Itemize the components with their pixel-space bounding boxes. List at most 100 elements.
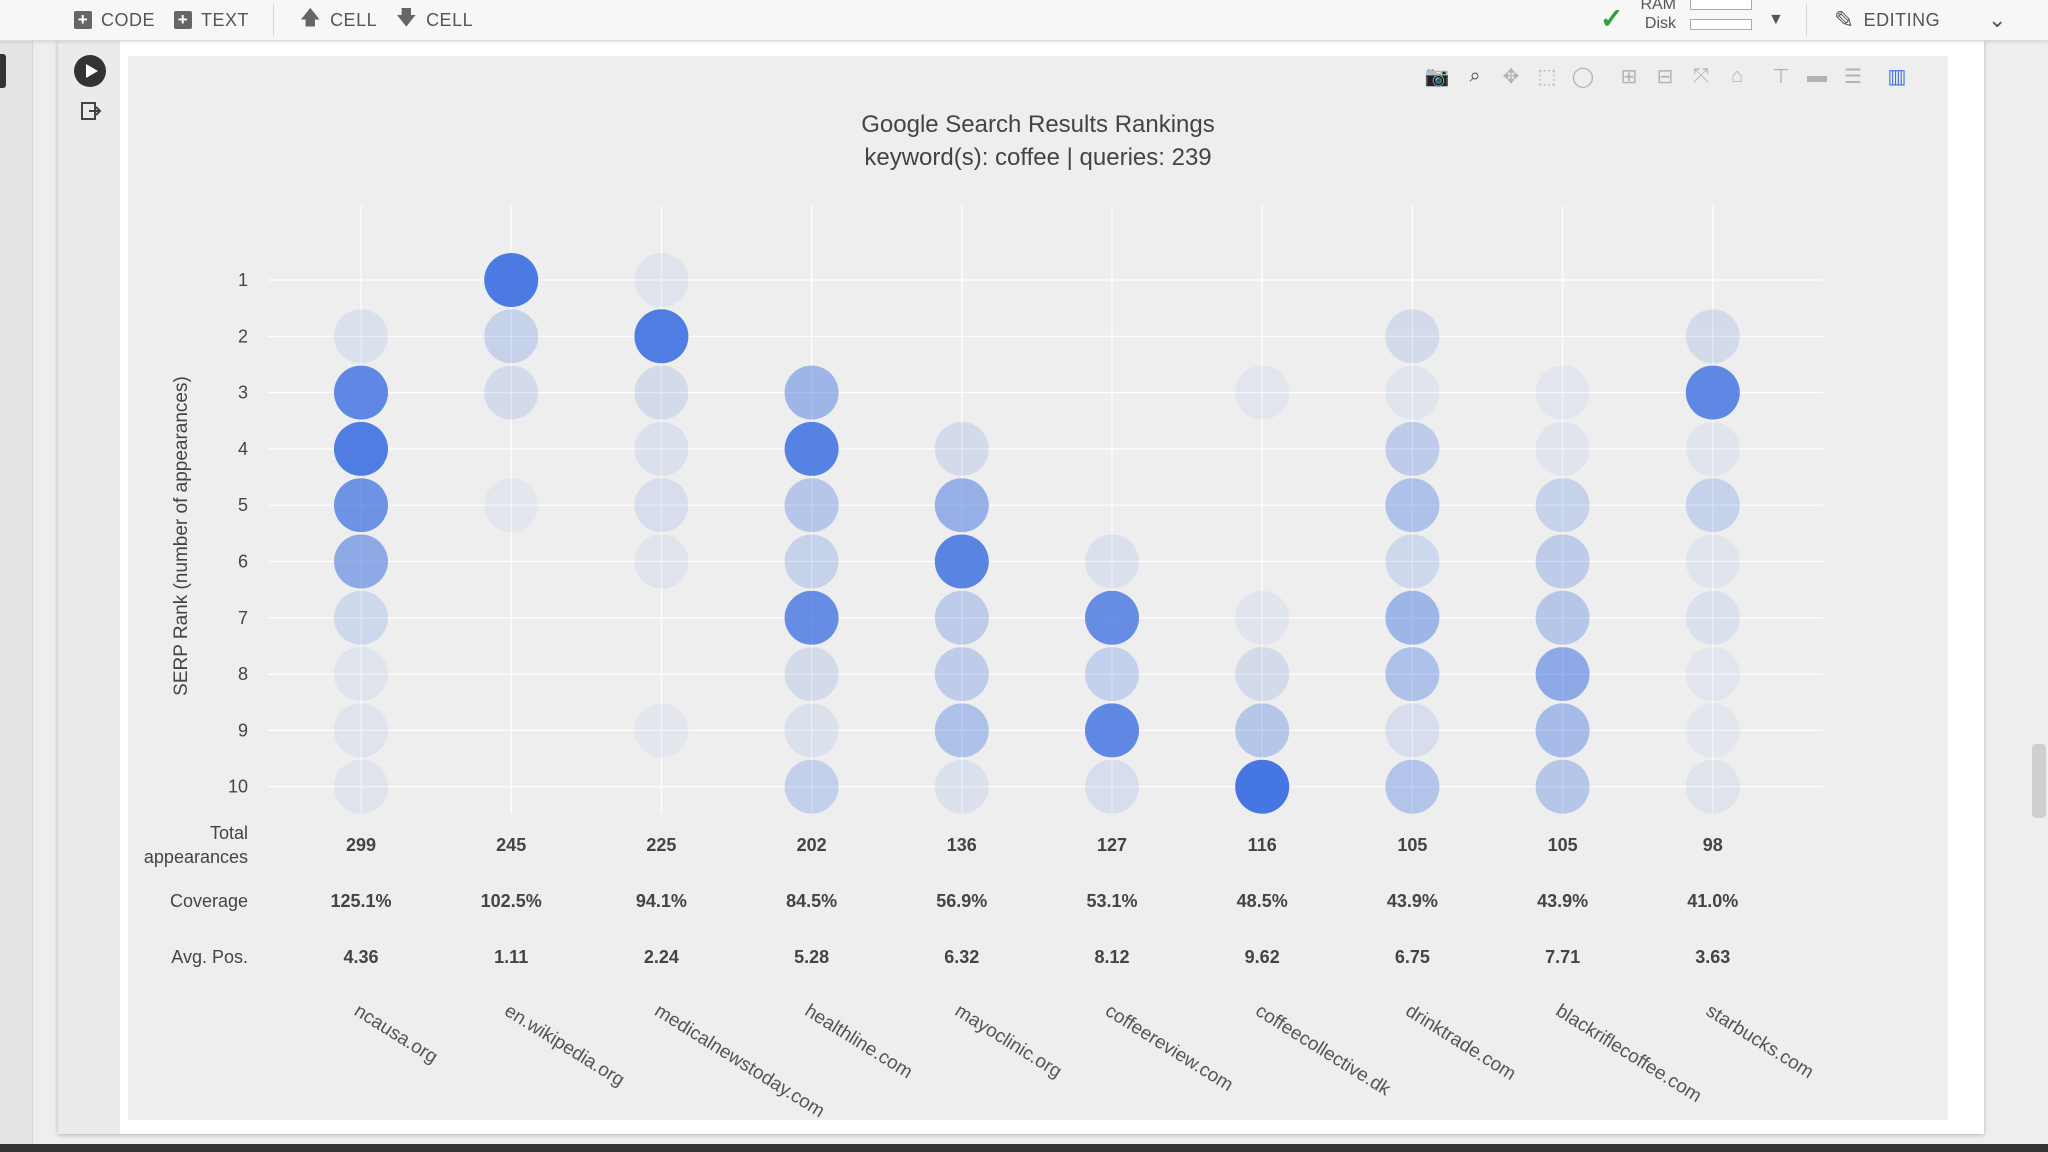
rank-bubble[interactable] [1535,534,1590,589]
rank-bubble[interactable] [1385,534,1440,589]
rank-bubble[interactable] [1685,534,1740,589]
rank-bubble[interactable] [784,703,839,758]
rank-bubble[interactable] [634,534,689,589]
rank-bubble[interactable] [1235,703,1290,758]
rank-bubble[interactable] [1235,647,1290,702]
rank-bubble[interactable] [1535,703,1590,758]
rank-bubble[interactable] [1385,478,1440,533]
rank-bubble[interactable] [334,590,388,645]
rank-bubble[interactable] [634,478,689,533]
output-menu-button[interactable] [80,100,102,122]
zoom-in-icon[interactable]: ⊞ [1620,65,1638,88]
pan-icon[interactable]: ✥ [1502,65,1520,88]
rank-bubble[interactable] [934,703,989,758]
rank-bubble[interactable] [784,759,839,814]
rank-bubble[interactable] [634,421,689,476]
autoscale-icon[interactable]: ⤧ [1693,64,1709,87]
rank-bubble[interactable] [1385,647,1440,702]
rank-bubble[interactable] [1385,703,1440,758]
rank-bubble[interactable] [934,478,989,533]
hover-compare-icon[interactable]: ☰ [1844,65,1862,88]
rank-bubble[interactable] [784,478,839,533]
rank-bubble[interactable] [784,365,839,420]
rank-bubble[interactable] [1535,365,1590,420]
rank-bubble[interactable] [334,759,388,814]
resource-monitor[interactable]: RAM Disk [1636,0,1786,36]
rank-bubble[interactable] [784,421,839,476]
resource-dropdown-button[interactable]: ▼ [1768,5,1784,35]
rank-bubble[interactable] [934,759,989,814]
rank-bubble[interactable] [334,534,388,589]
rank-bubble[interactable] [1235,759,1290,814]
lasso-icon[interactable]: ◯ [1571,65,1595,88]
plotly-logo-icon[interactable]: ▥ [1887,65,1907,88]
rank-bubble[interactable] [334,421,388,476]
rank-bubble[interactable] [634,309,689,364]
rank-bubble[interactable] [1685,590,1740,645]
rank-bubble[interactable] [1685,365,1740,420]
rank-bubble[interactable] [1535,759,1590,814]
rank-bubble[interactable] [1385,421,1440,476]
rank-bubble[interactable] [634,703,689,758]
camera-icon[interactable]: 📷 [1424,65,1450,88]
rank-bubble[interactable] [1085,534,1139,589]
rank-bubble[interactable] [1685,759,1740,814]
rank-bubble[interactable] [484,478,539,533]
rank-bubble[interactable] [934,590,989,645]
rank-bubble[interactable] [1685,309,1740,364]
rank-bubble[interactable] [484,253,539,307]
rank-bubble[interactable] [1385,590,1440,645]
rank-bubble[interactable] [784,590,839,645]
rank-bubble[interactable] [1535,478,1590,533]
plot-output[interactable]: Google Search Results Rankings keyword(s… [128,56,1948,1122]
rank-bubble[interactable] [634,365,689,420]
zoom-out-icon[interactable]: ⊟ [1656,65,1674,88]
spike-lines-icon[interactable]: ⊤ [1772,65,1790,88]
rank-bubble[interactable] [934,534,989,589]
zoom-icon[interactable]: ⌕ [1469,64,1481,87]
rank-bubble[interactable] [1535,647,1590,702]
rank-bubble[interactable] [1685,647,1740,702]
rank-bubble[interactable] [334,478,388,533]
rank-bubble[interactable] [1235,590,1290,645]
rank-bubble[interactable] [484,309,539,364]
y-tick-label: 8 [238,664,248,684]
box-select-icon[interactable]: ⬚ [1537,65,1557,88]
rank-bubble[interactable] [784,647,839,702]
rank-bubble[interactable] [484,365,539,420]
rank-bubble[interactable] [1085,647,1139,702]
rank-bubble[interactable] [334,647,388,702]
editing-mode-button[interactable]: ✎ EDITING [1834,5,1940,35]
rank-bubble[interactable] [1085,703,1139,758]
rank-bubble[interactable] [1535,421,1590,476]
rank-bubble[interactable] [634,253,689,307]
toolbar-collapse-button[interactable]: ⌄ [1988,5,2007,35]
move-cell-down-button[interactable]: 🡇 CELL [396,5,473,35]
move-cell-up-button[interactable]: 🡅 CELL [300,5,377,35]
rank-bubble[interactable] [1385,759,1440,814]
hover-closest-icon[interactable]: ▬ [1807,64,1827,87]
rank-bubble[interactable] [1085,590,1139,645]
page-scrollbar[interactable] [2032,744,2046,818]
add-text-button[interactable]: + TEXT [174,5,249,35]
serp-rank-chart[interactable]: Google Search Results Rankings keyword(s… [128,56,1948,1122]
rank-bubble[interactable] [934,647,989,702]
x-tick-label: drinktrade.com [1402,1000,1520,1084]
rank-bubble[interactable] [1685,478,1740,533]
rank-bubble[interactable] [1685,421,1740,476]
add-code-button[interactable]: + CODE [74,5,155,35]
coverage-value: 53.1% [1086,891,1137,911]
rank-bubble[interactable] [334,703,388,758]
rank-bubble[interactable] [1385,309,1440,364]
rank-bubble[interactable] [1235,365,1290,420]
reset-axes-icon[interactable]: ⌂ [1730,64,1744,87]
rank-bubble[interactable] [334,309,388,364]
rank-bubble[interactable] [784,534,839,589]
rank-bubble[interactable] [1085,759,1139,814]
rank-bubble[interactable] [334,365,388,420]
rank-bubble[interactable] [934,421,989,476]
rank-bubble[interactable] [1385,365,1440,420]
run-cell-button[interactable] [74,55,106,87]
rank-bubble[interactable] [1535,590,1590,645]
rank-bubble[interactable] [1685,703,1740,758]
